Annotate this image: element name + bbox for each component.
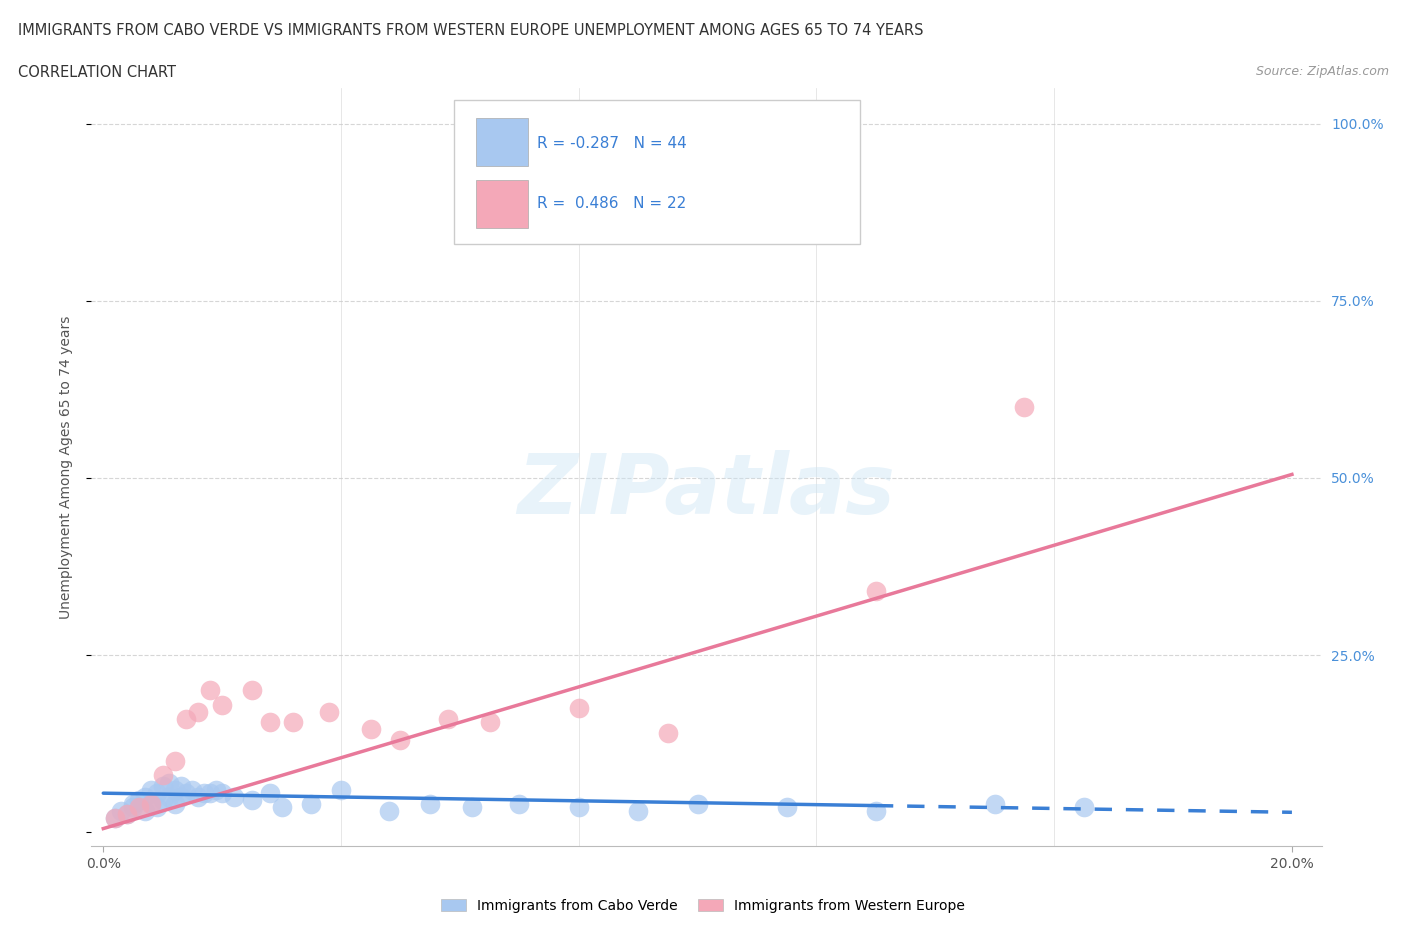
Point	[360, 722, 382, 737]
Point	[152, 768, 174, 783]
Text: IMMIGRANTS FROM CABO VERDE VS IMMIGRANTS FROM WESTERN EUROPE UNEMPLOYMENT AMONG : IMMIGRANTS FROM CABO VERDE VS IMMIGRANTS…	[18, 23, 924, 38]
Point	[163, 796, 186, 811]
Point	[259, 715, 281, 730]
Point	[152, 778, 174, 793]
Point	[240, 792, 263, 807]
Point	[568, 800, 591, 815]
FancyBboxPatch shape	[454, 100, 860, 244]
Point	[211, 786, 233, 801]
Point	[145, 800, 167, 815]
Text: R =  0.486   N = 22: R = 0.486 N = 22	[537, 195, 686, 210]
Point	[205, 782, 228, 797]
Point	[330, 782, 353, 797]
Point	[283, 715, 305, 730]
Point	[134, 804, 156, 818]
Point	[437, 711, 460, 726]
Point	[686, 796, 709, 811]
Point	[115, 807, 138, 822]
Point	[200, 683, 222, 698]
Point	[128, 792, 150, 807]
Point	[139, 796, 162, 811]
Point	[104, 811, 127, 826]
Point	[200, 786, 222, 801]
Point	[169, 790, 191, 804]
Point	[187, 790, 209, 804]
Point	[163, 782, 186, 797]
Point	[176, 786, 198, 801]
Text: Source: ZipAtlas.com: Source: ZipAtlas.com	[1256, 65, 1389, 78]
Point	[134, 790, 156, 804]
Point	[865, 804, 887, 818]
Point	[776, 800, 799, 815]
Point	[657, 725, 679, 740]
Text: ZIPatlas: ZIPatlas	[517, 449, 896, 530]
Point	[1014, 400, 1036, 415]
Point	[318, 704, 340, 719]
Point	[169, 778, 191, 793]
Point	[128, 800, 150, 815]
Y-axis label: Unemployment Among Ages 65 to 74 years: Unemployment Among Ages 65 to 74 years	[59, 315, 73, 619]
Point	[299, 796, 322, 811]
Point	[157, 790, 180, 804]
Point	[1073, 800, 1095, 815]
Point	[508, 796, 530, 811]
Point	[181, 782, 204, 797]
Point	[157, 775, 180, 790]
Point	[187, 704, 209, 719]
Point	[419, 796, 441, 811]
Point	[240, 683, 263, 698]
Point	[259, 786, 281, 801]
Text: R = -0.287   N = 44: R = -0.287 N = 44	[537, 136, 686, 151]
FancyBboxPatch shape	[477, 179, 529, 228]
Point	[568, 700, 591, 715]
Point	[145, 786, 167, 801]
Point	[193, 786, 215, 801]
Point	[139, 796, 162, 811]
Legend: Immigrants from Cabo Verde, Immigrants from Western Europe: Immigrants from Cabo Verde, Immigrants f…	[436, 894, 970, 919]
Point	[222, 790, 245, 804]
Point	[865, 584, 887, 599]
Point	[176, 711, 198, 726]
Point	[163, 754, 186, 769]
Point	[461, 800, 484, 815]
Point	[122, 800, 145, 815]
Point	[984, 796, 1007, 811]
Point	[270, 800, 292, 815]
Point	[377, 804, 399, 818]
Point	[627, 804, 650, 818]
FancyBboxPatch shape	[477, 118, 529, 166]
Point	[389, 733, 412, 748]
Point	[110, 804, 132, 818]
Point	[115, 807, 138, 822]
Point	[152, 792, 174, 807]
Point	[139, 782, 162, 797]
Point	[478, 715, 501, 730]
Point	[211, 698, 233, 712]
Point	[104, 811, 127, 826]
Point	[122, 796, 145, 811]
Text: CORRELATION CHART: CORRELATION CHART	[18, 65, 176, 80]
